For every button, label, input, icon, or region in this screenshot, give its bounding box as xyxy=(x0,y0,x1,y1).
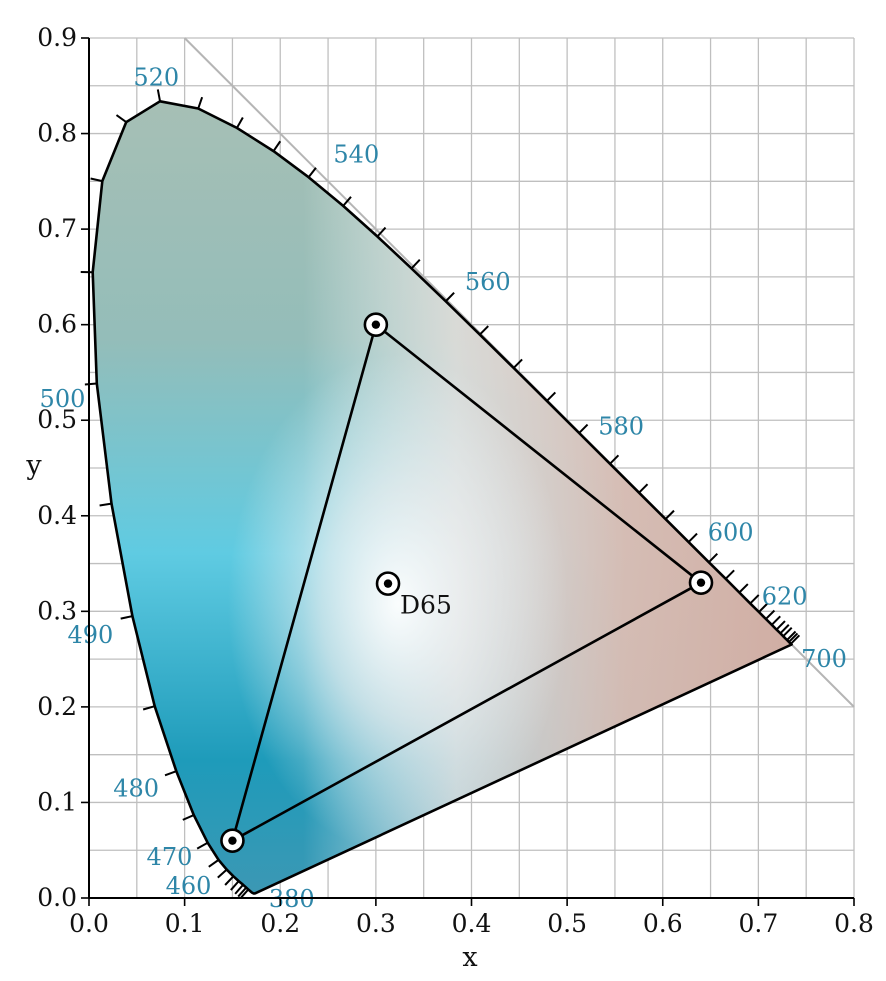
wavelength-label: 580 xyxy=(598,412,644,440)
wavelength-label: 470 xyxy=(147,843,193,871)
wavelength-tick xyxy=(749,594,760,605)
wavelength-tick xyxy=(208,859,220,868)
x-tick-label: 0.8 xyxy=(834,909,874,938)
wavelength-tick xyxy=(738,583,749,594)
wavelength-tick xyxy=(196,841,209,850)
y-tick-label: 0.5 xyxy=(37,405,77,434)
x-tick-label: 0.5 xyxy=(547,909,587,938)
x-tick-label: 0.3 xyxy=(356,909,396,938)
wavelength-tick xyxy=(84,382,97,386)
wavelength-tick xyxy=(758,602,769,613)
primary-blue-point-dot xyxy=(228,836,237,845)
x-axis-label: x xyxy=(462,942,477,973)
white-point-label: D65 xyxy=(400,591,452,620)
wavelength-tick xyxy=(234,884,244,895)
y-tick-label: 0.3 xyxy=(37,596,77,625)
wavelength-tick xyxy=(376,226,387,238)
wavelength-tick xyxy=(410,258,421,270)
y-tick-label: 0.4 xyxy=(37,501,77,530)
wavelength-label: 600 xyxy=(708,519,754,547)
y-tick-label: 0.2 xyxy=(37,692,77,721)
wavelength-tick xyxy=(272,140,282,152)
wavelength-tick xyxy=(239,888,250,900)
wavelength-label: 560 xyxy=(465,268,511,296)
x-tick-label: 0.6 xyxy=(643,909,683,938)
wavelength-label: 620 xyxy=(762,583,808,611)
wavelength-tick xyxy=(115,114,127,123)
wavelength-tick xyxy=(445,291,455,302)
wavelength-tick xyxy=(771,615,781,626)
wavelength-tick xyxy=(786,630,797,641)
wavelength-label: 700 xyxy=(801,645,847,673)
wavelength-tick xyxy=(609,454,620,465)
wavelength-tick xyxy=(687,532,698,543)
wavelength-tick xyxy=(788,632,799,643)
wavelength-tick xyxy=(142,705,155,711)
x-tick-label: 0.7 xyxy=(738,909,778,938)
y-tick-label: 0.1 xyxy=(37,787,77,816)
wavelength-tick xyxy=(120,615,133,620)
x-tick-label: 0.2 xyxy=(260,909,300,938)
wavelength-tick xyxy=(156,89,162,102)
wavelength-tick xyxy=(765,609,776,620)
wavelength-tick xyxy=(782,626,793,637)
wavelength-tick xyxy=(546,391,557,402)
wavelength-tick xyxy=(479,325,489,336)
y-tick-label: 0.8 xyxy=(37,119,77,148)
primary-green-point-dot xyxy=(371,320,381,329)
y-axis-label: y xyxy=(25,450,42,481)
x-tick-label: 0.1 xyxy=(165,909,205,938)
wavelength-tick xyxy=(230,880,240,891)
x-tick-label: 0.4 xyxy=(452,909,492,938)
wavelength-tick xyxy=(708,552,719,563)
wavelength-tick xyxy=(512,358,523,369)
wavelength-label: 500 xyxy=(40,385,86,413)
wavelength-tick xyxy=(664,509,675,520)
wavelength-tick xyxy=(217,868,228,879)
wavelength-tick xyxy=(779,624,790,635)
wavelength-label: 490 xyxy=(67,621,113,649)
x-tick-label: 0.0 xyxy=(69,909,109,938)
wavelength-tick xyxy=(236,116,244,129)
gamut-triangle-layer xyxy=(231,323,703,843)
wavelength-tick xyxy=(237,886,247,898)
fill-white-glow xyxy=(228,353,569,854)
wavelength-tick xyxy=(197,96,204,109)
axes: 0.0 0.1 0.2 0.3 0.4 0.5 0.6 0.7 0.8 0.0 0.1 0.2 0.3 0… xyxy=(37,23,874,938)
wavelength-tick xyxy=(182,814,195,821)
wavelength-tick xyxy=(790,634,801,645)
wavelength-tick xyxy=(724,569,735,580)
wavelength-tick xyxy=(638,483,649,494)
wavelength-tick xyxy=(578,423,589,434)
wavelength-label: 540 xyxy=(333,140,379,168)
primary-red-point-dot xyxy=(696,578,706,587)
y-tick-label: 0.6 xyxy=(37,310,77,339)
wavelength-tick xyxy=(164,770,177,777)
wavelength-tick xyxy=(342,196,352,207)
y-tick-label: 0.7 xyxy=(37,214,77,243)
wavelength-ticks xyxy=(80,89,801,900)
wavelength-label: 520 xyxy=(133,63,179,91)
wavelength-tick xyxy=(307,167,317,178)
wavelength-label: 480 xyxy=(113,774,159,802)
wavelength-label: 460 xyxy=(166,872,212,900)
gamut-triangle xyxy=(231,323,703,843)
y-tick-label: 0.9 xyxy=(37,23,77,52)
white-point-marker-dot xyxy=(383,579,393,588)
wavelength-tick xyxy=(90,177,103,183)
primary-points: D65 xyxy=(220,312,714,853)
wavelength-tick xyxy=(775,620,786,631)
y-tick-label: 0.0 xyxy=(37,883,77,912)
wavelength-tick xyxy=(99,502,112,507)
wavelength-tick xyxy=(224,875,235,886)
